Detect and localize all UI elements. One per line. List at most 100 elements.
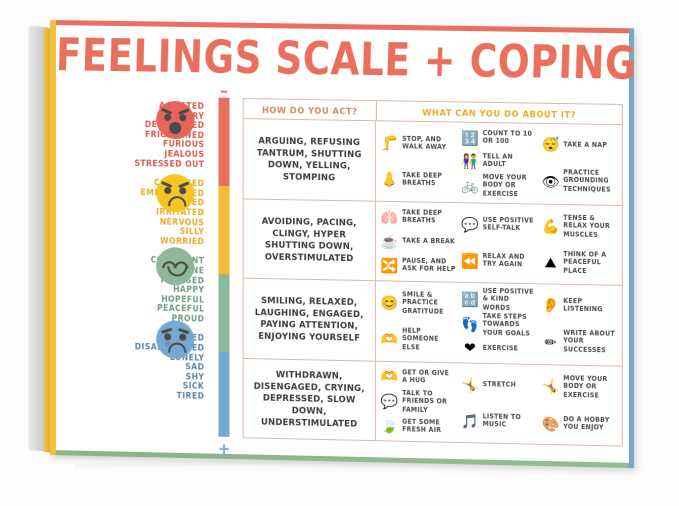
coping-skill-label: TAKE STEPS TOWARDS YOUR GOALS: [482, 312, 531, 338]
coping-skill-item: 🚲 MOVE YOUR BODY OR EXERCISE: [460, 173, 537, 199]
coping-skill-item: 🔢 COUNT TO 10 OR 100: [460, 128, 537, 148]
fresh-air-icon: 🍃: [380, 417, 399, 435]
coping-skill-label: TALK TO FRIENDS OR FAMILY: [402, 388, 448, 414]
coping-skill-label: SMILE & PRACTICE GRATITUDE: [402, 290, 444, 316]
emoji-faces-column: [156, 100, 216, 395]
coping-skill-label: RELAX AND TRY AGAIN: [482, 252, 525, 270]
coping-skill-label: MOVE YOUR BODY OR EXERCISE: [482, 173, 527, 199]
heart-in-hands-icon: 🫶: [380, 330, 399, 348]
act-description: WITHDRAWN, DISENGAGED, CRYING, DEPRESSED…: [253, 368, 365, 430]
coping-column: 🤸 STRETCH 🎵 LISTEN TO MUSIC: [458, 366, 539, 441]
mountain-icon: ⛰: [544, 254, 557, 271]
poster-canvas: FEELINGS SCALE + COPING SKILLS AGITATEDA…: [50, 20, 635, 469]
coping-skill-label: USE POSITIVE SELF-TALK: [482, 216, 534, 233]
coping-skill-item: ⏪ RELAX AND TRY AGAIN: [460, 251, 537, 272]
cell-how-do-you-act: SMILING, RELAXED, LAUGHING, ENGAGED, PAY…: [243, 278, 376, 361]
coping-skill-item: 💬 TALK TO FRIENDS OR FAMILY: [380, 388, 456, 414]
minus-sign-icon: –: [220, 81, 228, 100]
coping-skill-item: ⛰ THINK OF A PEACEFUL PLACE: [541, 250, 618, 275]
walking-legs-icon: 🦵: [380, 134, 399, 151]
angry-face: [156, 100, 195, 140]
hi-speech-icon: 💬: [461, 215, 479, 233]
scale-segment-green: [218, 273, 230, 353]
pencil-icon: ✏: [544, 333, 557, 350]
coping-skill-label: USE POSITIVE & KIND WORDS: [482, 286, 534, 312]
coping-skill-item: 🤸 MOVE YOUR BODY OR EXERCISE: [541, 374, 618, 400]
stretching-person-icon: 🤸: [461, 376, 479, 393]
sleeping-face-icon: 😴: [541, 136, 560, 153]
coping-skill-label: TELL AN ADULT: [482, 152, 513, 170]
coping-column: 🔡 USE POSITIVE & KIND WORDS 👣 TAKE STEPS TO…: [458, 286, 539, 361]
cell-coping-skills: 🫁 TAKE DEEP BREATHS ☕ TAKE A BREAK 🔀 PAUSE, A…: [376, 201, 622, 285]
coping-skill-item: 🔀 PAUSE, AND ASK FOR HELP: [380, 256, 456, 277]
coping-skill-label: GET SOME FRESH AIR: [402, 417, 442, 435]
coping-skill-label: PAUSE, AND ASK FOR HELP: [402, 257, 456, 275]
kind-words-blocks-icon: 🔡: [461, 290, 479, 307]
mug-icon: ☕: [380, 232, 399, 250]
coping-skill-item: 👣 TAKE STEPS TOWARDS YOUR GOALS: [460, 312, 537, 338]
coping-skill-item: 🍃 GET SOME FRESH AIR: [380, 416, 456, 437]
coping-skill-label: EXERCISE: [482, 344, 519, 353]
coping-skill-item: 👂 KEEP LISTENING: [541, 295, 618, 316]
rewind-button-icon: ⏪: [461, 252, 479, 269]
act-description: ARGUING, REFUSING TANTRUM, SHUTTING DOWN…: [256, 134, 362, 183]
arrows-icon: 🔀: [380, 257, 399, 274]
border-right: [628, 28, 635, 469]
music-notes-icon: 🎵: [461, 412, 479, 430]
coping-column: 🤸 MOVE YOUR BODY OR EXERCISE 🎨 DO A HOBBY Y…: [539, 368, 620, 443]
coping-skill-label: TAKE A NAP: [563, 140, 608, 150]
coping-skill-label: WRITE ABOUT YOUR SUCCESSES: [563, 329, 615, 355]
table-row: ARGUING, REFUSING TANTRUM, SHUTTING DOWN…: [243, 119, 622, 206]
hobby-kids-icon: 🎨: [541, 415, 560, 432]
coping-skill-item: 🫁 TAKE DEEP BREATHS: [380, 207, 456, 227]
coping-skill-item: 👁 PRACTICE GROUNDING TECHNIQUES: [541, 169, 618, 194]
coping-skill-item: 🤸 STRETCH: [460, 375, 537, 396]
coping-skill-item: 🎵 LISTEN TO MUSIC: [460, 411, 537, 432]
coping-column: 😴 TAKE A NAP 👁 PRACTICE GROUNDING TECHNIQUE…: [539, 127, 620, 202]
coping-skill-label: COUNT TO 10 OR 100: [482, 129, 533, 146]
senses-grounding-icon: 👁: [541, 172, 560, 190]
column-header-how-do-you-act: HOW DO YOU ACT?: [243, 98, 377, 122]
coping-skill-item: 💬 USE POSITIVE SELF-TALK: [460, 214, 537, 235]
heart-pulse-icon: ❤: [463, 339, 476, 357]
coping-skill-label: TAKE DEEP BREATHS: [402, 171, 443, 188]
coping-skill-item: 🫶 GET OR GIVE A HUG: [380, 366, 456, 387]
coping-skills-table: HOW DO YOU ACT? WHAT CAN YOU DO ABOUT IT…: [242, 98, 623, 447]
cell-coping-skills: 😊 SMILE & PRACTICE GRATITUDE 🫶 HELP SOMEONE…: [376, 281, 622, 365]
coping-column: 💬 USE POSITIVE SELF-TALK ⏪ RELAX AND TRY AG…: [458, 206, 539, 281]
content-face: [156, 246, 195, 286]
scale-segment-blue: [218, 351, 230, 437]
footprints-icon: 👣: [461, 315, 479, 333]
smiling-face-icon: 😊: [380, 294, 399, 311]
coping-skill-item: 💪 TENSE & RELAX YOUR MUSCLES: [541, 214, 618, 239]
exercising-people-icon: 🤸: [541, 378, 560, 396]
coping-skill-label: DO A HOBBY YOU ENJOY: [563, 415, 610, 433]
coping-skill-item: ☕ TAKE A BREAK: [380, 231, 456, 252]
column-header-what-can-you-do: WHAT CAN YOU DO ABOUT IT?: [422, 105, 577, 120]
scale-segment-yellow: [218, 185, 230, 275]
coping-skill-label: TAKE DEEP BREATHS: [402, 208, 443, 226]
coping-skill-label: GET OR GIVE A HUG: [402, 368, 450, 385]
coping-column: 🫶 GET OR GIVE A HUG 💬 TALK TO FRIENDS OR FA…: [378, 364, 458, 439]
coping-column: 💪 TENSE & RELAX YOUR MUSCLES ⛰ THINK OF A P…: [539, 207, 620, 282]
two-people-talking-icon: 👫: [461, 152, 479, 169]
table-row: SMILING, RELAXED, LAUGHING, ENGAGED, PAY…: [243, 278, 622, 367]
coping-skill-label: KEEP LISTENING: [563, 297, 603, 314]
act-description: AVOIDING, PACING, CLINGY, HYPER SHUTTING…: [261, 214, 357, 264]
coping-skill-item: 🔡 USE POSITIVE & KIND WORDS: [460, 286, 537, 312]
coping-skill-label: MOVE YOUR BODY OR EXERCISE: [563, 374, 608, 400]
coping-column: 🦵 STOP, AND WALK AWAY 👃 TAKE DEEP BREATHS: [378, 124, 458, 198]
coping-skill-label: LISTEN TO MUSIC: [482, 412, 521, 430]
feelings-scale-bar: – +: [218, 82, 231, 458]
nose-icon: 👃: [380, 170, 399, 188]
coping-skill-item: 😴 TAKE A NAP: [541, 135, 618, 155]
table-row: WITHDRAWN, DISENGAGED, CRYING, DEPRESSED…: [243, 358, 622, 445]
worried-face: [156, 173, 195, 213]
coping-column: 🫁 TAKE DEEP BREATHS ☕ TAKE A BREAK 🔀 PAUSE, A…: [378, 204, 458, 278]
coping-skill-item: 🦵 STOP, AND WALK AWAY: [380, 133, 456, 153]
coping-skill-label: THINK OF A PEACEFUL PLACE: [563, 250, 607, 275]
listening-person-icon: 👂: [541, 296, 560, 314]
coping-skill-label: HELP SOMEONE ELSE: [402, 327, 439, 352]
cell-how-do-you-act: WITHDRAWN, DISENGAGED, CRYING, DEPRESSED…: [243, 358, 376, 441]
